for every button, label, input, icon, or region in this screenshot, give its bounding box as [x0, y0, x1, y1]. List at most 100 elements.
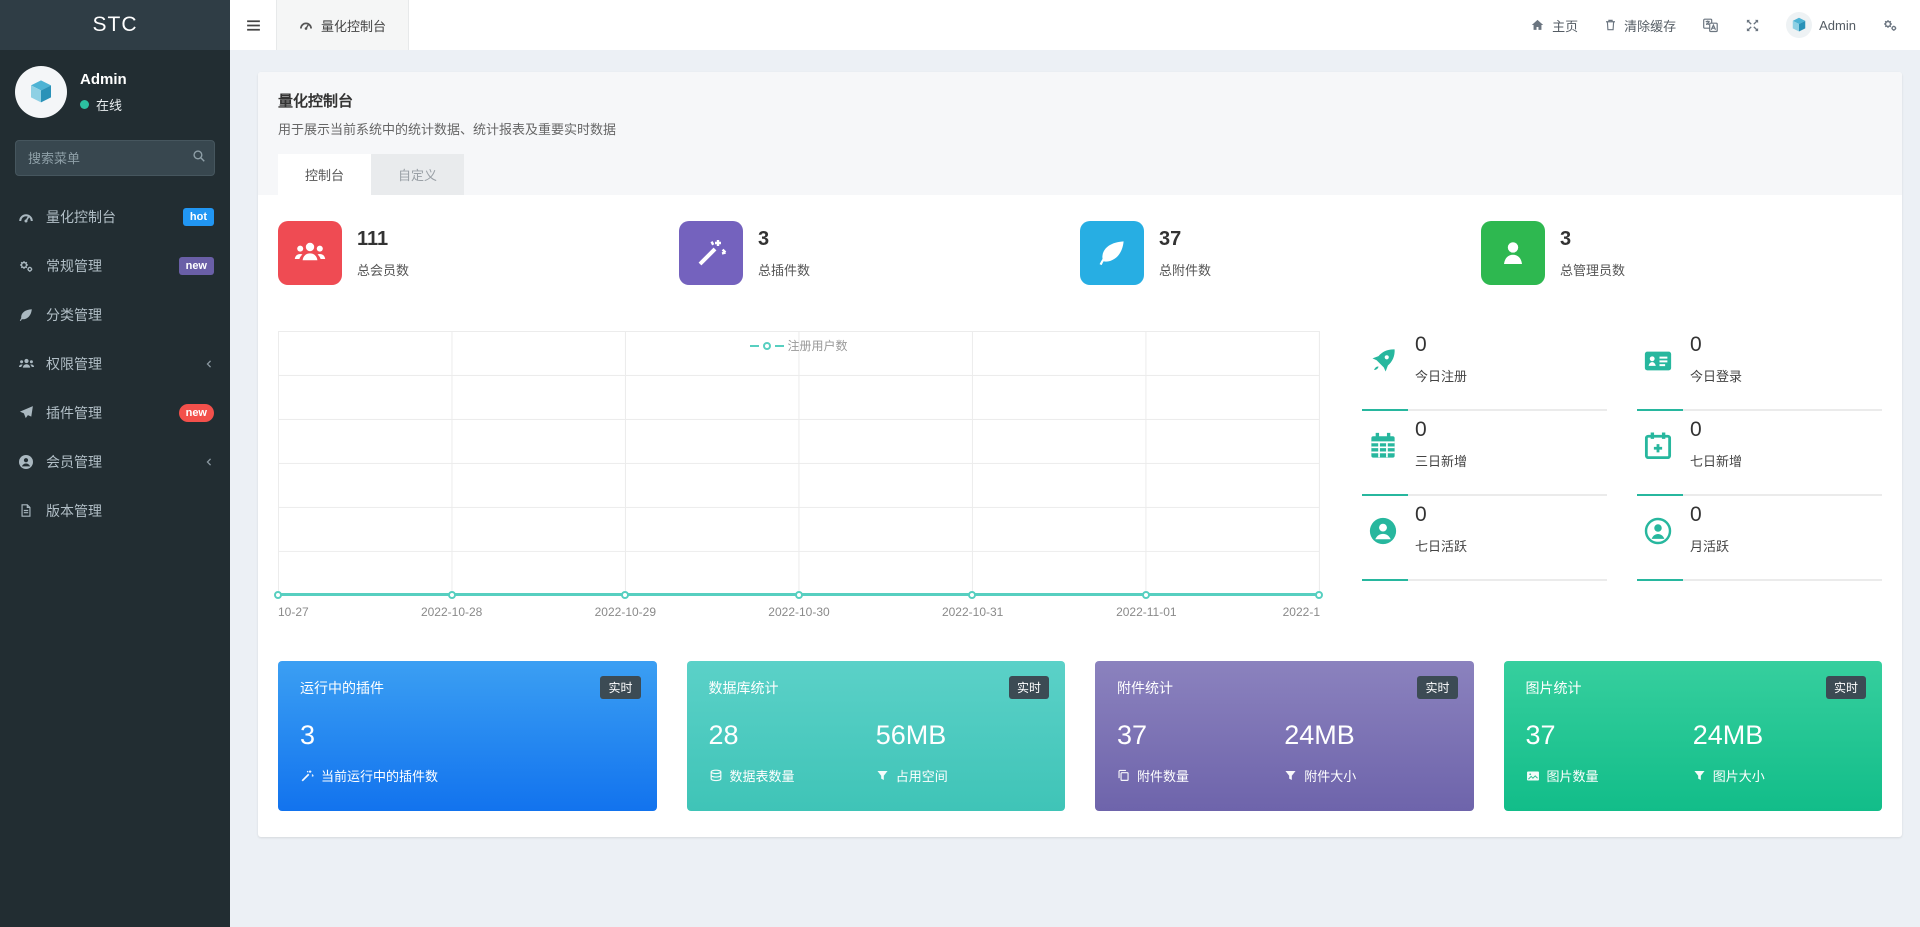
card-metric: 28 数据表数量 — [709, 720, 876, 785]
card-metric: 37 图片数量 — [1526, 720, 1693, 785]
chart-x-labels: 10-27 2022-10-28 2022-10-29 2022-10-30 2022-… — [278, 605, 1320, 623]
metric-label: 附件数量 — [1137, 769, 1190, 784]
mini-stat-value: 0 — [1415, 418, 1427, 441]
chart-point — [1141, 591, 1150, 599]
mini-stat-value: 0 — [1690, 503, 1702, 526]
clear-cache-button[interactable]: 清除缓存 — [1604, 16, 1676, 35]
mini-stat-label: 今日注册 — [1415, 369, 1468, 384]
copy-icon — [1117, 769, 1130, 782]
user-panel: Admin 在线 — [0, 50, 230, 130]
mini-stat-monthly-active: 0 月活跃 — [1637, 501, 1882, 581]
leaf-icon — [16, 307, 36, 323]
page-tabs: 控制台 自定义 — [278, 154, 1882, 195]
search-icon[interactable] — [192, 149, 206, 163]
cube-logo-icon — [25, 76, 57, 108]
leaf-icon — [1080, 221, 1144, 285]
user-circle-icon — [16, 454, 36, 470]
legend-label: 注册用户数 — [787, 339, 848, 353]
stat-total-members: 111 总会员数 — [278, 221, 679, 285]
filter-icon — [876, 769, 889, 782]
sidebar-search — [15, 140, 215, 176]
sidebar-item-label: 权限管理 — [46, 355, 102, 372]
metric-label: 附件大小 — [1304, 769, 1357, 784]
sidebar-item-label: 会员管理 — [46, 453, 102, 470]
chart-point — [968, 591, 976, 599]
chart-x-label: 2022-10-31 — [941, 605, 1004, 619]
mini-stat-7day-active: 0 七日活跃 — [1362, 501, 1607, 581]
sidebar-item-category[interactable]: 分类管理 — [0, 290, 230, 339]
chart-x-label: 2022-10-30 — [768, 605, 830, 619]
home-label: 主页 — [1552, 18, 1579, 34]
online-dot-icon — [80, 99, 89, 109]
sidebar-item-version[interactable]: 版本管理 — [0, 486, 230, 535]
sidebar-item-plugin[interactable]: 插件管理 new — [0, 388, 230, 437]
legend-line-icon — [774, 344, 784, 347]
metric-label: 图片大小 — [1712, 769, 1765, 784]
stat-label: 总插件数 — [758, 262, 811, 278]
users-icon — [16, 356, 36, 372]
card-metric: 3 当前运行中的插件数 — [300, 720, 467, 785]
user-status-label: 在线 — [96, 97, 123, 113]
metric-value: 37 — [1117, 720, 1148, 750]
chevron-left-icon — [204, 457, 214, 467]
card-title: 数据库统计 — [708, 680, 779, 696]
user-status: 在线 — [80, 95, 127, 114]
running-plugins-card: 运行中的插件 实时 3 当前运行中的插件数 — [278, 661, 657, 811]
sidebar-item-dashboard[interactable]: 量化控制台 hot — [0, 192, 230, 241]
chart-x-label: 2022-1 — [1282, 605, 1320, 619]
legend-circle-icon — [762, 341, 771, 350]
sidebar-item-label: 量化控制台 — [46, 208, 116, 225]
sidebar-item-member[interactable]: 会员管理 — [0, 437, 230, 486]
search-input[interactable] — [15, 140, 215, 176]
metric-value: 56MB — [875, 720, 947, 750]
users-icon — [278, 221, 342, 285]
app-logo[interactable]: STC — [0, 0, 230, 50]
stat-total-attachments: 37 总附件数 — [1080, 221, 1481, 285]
mini-stat-value: 0 — [1690, 333, 1702, 356]
topbar: 量化控制台 主页 清除缓存 — [230, 0, 1920, 50]
user-menu[interactable]: Admin — [1786, 12, 1856, 38]
user-outline-circle-icon — [1641, 503, 1675, 555]
mini-stat-today-registered: 0 今日注册 — [1362, 331, 1607, 411]
registered-users-chart: 注册用户数 10-27 2022-10-28 2022-10-29 2022-10-3… — [274, 331, 1323, 623]
filter-icon — [1284, 769, 1297, 782]
tab-custom[interactable]: 自定义 — [371, 154, 465, 195]
chart-legend[interactable]: 注册用户数 — [749, 337, 848, 354]
card-title: 附件统计 — [1117, 680, 1173, 696]
page-subtitle: 用于展示当前系统中的统计数据、统计报表及重要实时数据 — [278, 122, 617, 137]
sidebar-toggle-button[interactable] — [230, 0, 276, 50]
tab-console[interactable]: 控制台 — [278, 154, 372, 195]
mini-stat-7day-new: 0 七日新增 — [1637, 416, 1882, 496]
dashboard-header: 量化控制台 用于展示当前系统中的统计数据、统计报表及重要实时数据 控制台 自定义 — [258, 72, 1902, 195]
sidebar-item-general[interactable]: 常规管理 new — [0, 241, 230, 290]
sidebar-item-permission[interactable]: 权限管理 — [0, 339, 230, 388]
settings-button[interactable] — [1882, 17, 1898, 33]
home-icon — [1530, 18, 1545, 32]
mini-stat-today-login: 0 今日登录 — [1637, 331, 1882, 411]
hot-badge: hot — [182, 207, 214, 226]
chart-point — [794, 591, 803, 599]
tab-quant-console[interactable]: 量化控制台 — [276, 0, 410, 50]
sidebar-menu: 量化控制台 hot 常规管理 new 分类管理 权限管理 — [0, 192, 230, 535]
user-menu-label: Admin — [1819, 17, 1856, 33]
language-button[interactable] — [1702, 17, 1719, 33]
fullscreen-button[interactable] — [1745, 18, 1760, 33]
magic-wand-icon — [300, 769, 314, 783]
sidebar-item-label: 插件管理 — [46, 404, 102, 421]
avatar — [15, 66, 67, 118]
attachment-stats-card: 附件统计 实时 37 附件数量 — [1095, 661, 1474, 811]
home-button[interactable]: 主页 — [1530, 16, 1578, 35]
chart-point — [621, 591, 629, 599]
stat-value: 111 — [357, 227, 389, 250]
realtime-badge: 实时 — [1008, 676, 1049, 699]
metric-label: 数据表数量 — [729, 769, 795, 784]
gauge-icon — [299, 18, 313, 32]
stat-value: 37 — [1159, 227, 1182, 250]
realtime-badge: 实时 — [600, 676, 641, 699]
chart-grid: 注册用户数 — [274, 331, 1323, 599]
metric-label: 当前运行中的插件数 — [321, 769, 439, 784]
realtime-badge: 实时 — [1417, 676, 1458, 699]
sidebar-item-label: 常规管理 — [46, 257, 102, 274]
card-metric: 24MB 附件大小 — [1284, 720, 1451, 785]
sidebar-item-label: 分类管理 — [46, 306, 102, 323]
